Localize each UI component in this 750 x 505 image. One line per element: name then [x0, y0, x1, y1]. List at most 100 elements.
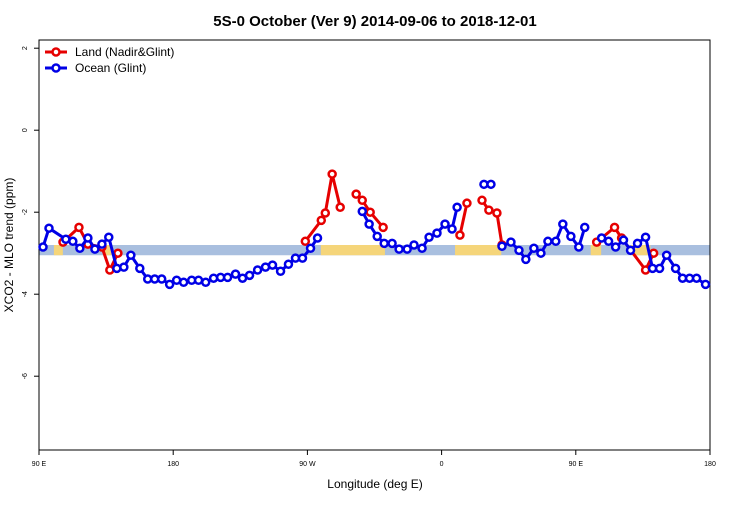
point: [452, 202, 462, 213]
x-tick-label: 90 E: [569, 461, 584, 468]
point: [230, 269, 241, 279]
point: [135, 263, 145, 274]
point: [632, 238, 643, 249]
point: [351, 189, 361, 199]
x-axis-label: Longitude (deg E): [327, 477, 422, 491]
point: [603, 236, 614, 247]
point: [455, 230, 465, 240]
point: [654, 263, 665, 274]
point: [417, 243, 427, 254]
point: [661, 250, 672, 260]
point: [424, 232, 434, 242]
point: [492, 208, 502, 218]
point: [357, 195, 368, 206]
point: [486, 179, 496, 190]
point: [113, 248, 123, 258]
x-tick-label: 90 E: [32, 461, 47, 468]
point: [378, 222, 388, 233]
point: [320, 208, 331, 218]
x-tick-label: 180: [704, 461, 716, 468]
x-tick-label: 180: [167, 461, 179, 468]
point: [609, 222, 620, 233]
point: [90, 244, 100, 254]
land-span: [630, 245, 651, 256]
point: [44, 223, 54, 233]
point: [670, 263, 681, 274]
x-tick-label: 90 W: [299, 461, 316, 468]
point: [558, 219, 568, 229]
point: [312, 233, 323, 243]
point: [394, 244, 404, 254]
point: [640, 232, 651, 242]
point: [610, 242, 621, 252]
point: [521, 254, 531, 265]
point: [462, 198, 472, 208]
point: [625, 245, 636, 256]
y-tick-label: -2: [22, 209, 29, 215]
point: [364, 219, 374, 229]
point: [551, 236, 561, 247]
point: [506, 237, 516, 247]
point: [579, 222, 590, 233]
point: [484, 205, 494, 215]
point: [335, 202, 345, 213]
point: [543, 236, 553, 247]
point: [387, 238, 397, 249]
point: [440, 219, 450, 229]
chart-title: 5S-0 October (Ver 9) 2014-09-06 to 2018-…: [213, 13, 537, 30]
point: [566, 231, 576, 242]
point: [104, 232, 114, 242]
point: [514, 245, 524, 256]
point: [267, 260, 278, 270]
land-span: [104, 245, 113, 256]
point: [200, 277, 211, 288]
point: [244, 270, 255, 281]
point: [68, 236, 78, 247]
legend-label: Ocean (Glint): [75, 61, 146, 75]
point: [178, 277, 189, 288]
point: [300, 236, 311, 247]
point: [275, 266, 286, 276]
land-span: [320, 245, 385, 256]
point: [97, 239, 107, 249]
point: [327, 169, 337, 179]
point: [283, 259, 294, 270]
point: [316, 215, 327, 226]
point: [164, 279, 175, 290]
point: [365, 207, 375, 217]
point: [222, 272, 233, 283]
y-tick-label: -4: [22, 291, 29, 297]
land-span: [53, 245, 63, 256]
point: [252, 265, 263, 275]
point: [574, 242, 584, 252]
point: [618, 235, 629, 245]
point: [529, 243, 539, 254]
legend-marker: [51, 47, 61, 57]
land-span: [590, 245, 602, 256]
land-span: [455, 245, 502, 256]
y-tick-label: 2: [22, 46, 29, 50]
x-tick-label: 0: [440, 461, 444, 468]
y-tick-label: 0: [22, 128, 29, 132]
point: [156, 274, 167, 284]
point: [379, 238, 389, 249]
point: [372, 231, 382, 242]
point: [357, 206, 368, 217]
point: [536, 248, 546, 258]
y-tick-label: -6: [22, 373, 29, 379]
point: [447, 224, 457, 234]
point: [691, 273, 702, 283]
point: [119, 262, 129, 272]
legend-marker: [51, 63, 61, 73]
point: [83, 233, 93, 243]
point: [297, 253, 308, 263]
point: [74, 222, 84, 233]
legend-label: Land (Nadir&Glint): [75, 45, 174, 59]
point: [497, 241, 507, 251]
point: [402, 244, 412, 254]
point: [75, 243, 85, 254]
y-axis-label: XCO2 - MLO trend (ppm): [2, 178, 16, 313]
point: [126, 250, 136, 260]
